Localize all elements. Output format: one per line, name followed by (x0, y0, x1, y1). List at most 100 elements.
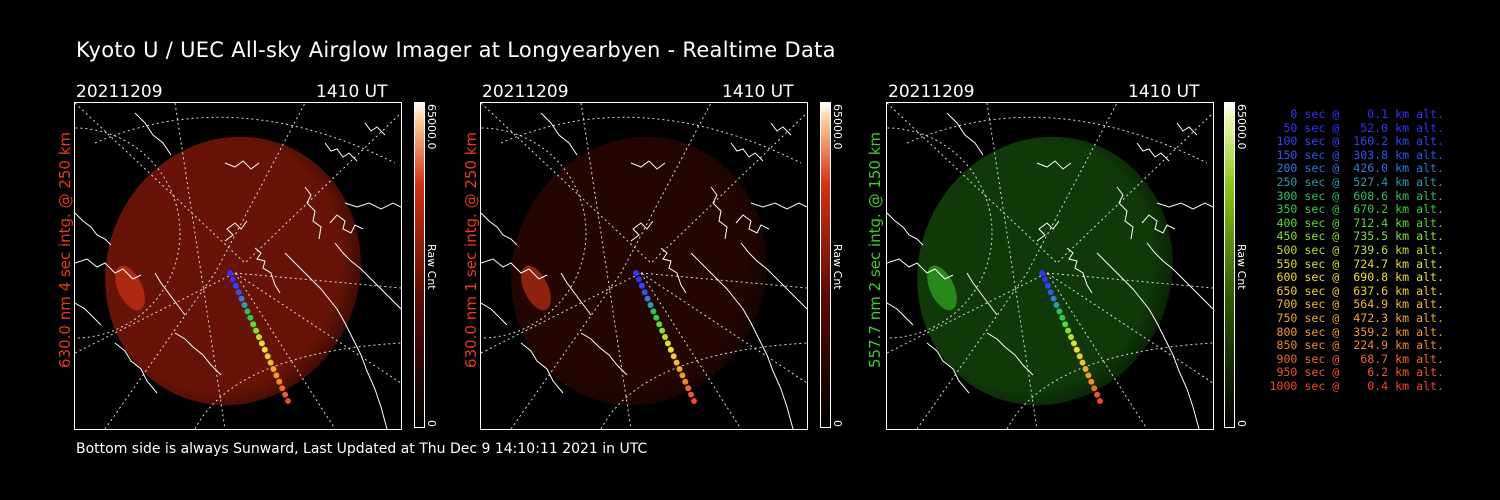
trajectory-point (1070, 340, 1077, 347)
trajectory-point (244, 308, 251, 315)
coastline (887, 112, 1213, 429)
trajectory-point (276, 378, 283, 385)
legend-row: 200 sec @ 426.0 km alt. (1269, 161, 1444, 176)
map-grid (481, 103, 807, 429)
panel-2-map (481, 103, 807, 429)
trajectory-legend: 0 sec @ 0.1 km alt. 50 sec @ 52.0 km alt… (1262, 107, 1444, 393)
trajectory-point (285, 398, 291, 404)
trajectory-point (232, 282, 239, 289)
trajectory-point (1062, 321, 1069, 328)
panel-2-time: 1410 UT (722, 82, 794, 102)
trajectory-point (273, 372, 280, 379)
footer-note: Bottom side is always Sunward, Last Upda… (76, 441, 648, 457)
panel-1-map (75, 103, 401, 429)
legend-row: 700 sec @ 564.9 km alt. (1269, 297, 1444, 312)
panel-1-colorbar-max: 65000.0 (425, 104, 438, 150)
trajectory-point (241, 302, 248, 308)
panel-2-side-label: 630.0 nm 1 sec intg. @ 250 km (462, 131, 480, 368)
trajectory-point (691, 398, 697, 404)
trajectory-point (679, 372, 686, 379)
trajectory-point (1050, 295, 1057, 302)
trajectory-point (1044, 282, 1051, 289)
coastline (75, 112, 401, 429)
trajectory-point (688, 391, 695, 398)
trajectory-point (653, 314, 660, 321)
panel-3-time: 1410 UT (1128, 82, 1200, 102)
trajectory-point (261, 346, 268, 353)
trajectory-point (1056, 308, 1063, 315)
trajectory-point (662, 334, 668, 340)
trajectory-point (256, 334, 262, 340)
trajectory-point (1088, 378, 1095, 385)
map-grid (887, 103, 1213, 429)
legend-row: 900 sec @ 68.7 km alt. (1269, 351, 1444, 366)
trajectory-point (229, 276, 236, 283)
trajectory-point (659, 327, 666, 334)
coastline (481, 112, 807, 429)
trajectory-point (1059, 314, 1066, 321)
trajectory-point (676, 366, 683, 372)
legend-row: 300 sec @ 608.6 km alt. (1269, 188, 1444, 203)
trajectory-point (682, 378, 689, 385)
panel-1-colorbar-min: 0 (425, 420, 438, 427)
panel-1-side-label: 630.0 nm 4 sec intg. @ 250 km (56, 131, 74, 368)
trajectory-point (1082, 366, 1089, 372)
trajectory (1039, 270, 1103, 404)
trajectory-point (1076, 353, 1083, 360)
legend-row: 150 sec @ 303.8 km alt. (1269, 147, 1444, 162)
legend-row: 950 sec @ 6.2 km alt. (1269, 365, 1444, 380)
trajectory (227, 270, 291, 404)
trajectory-point (270, 366, 277, 372)
panel-3-image (886, 102, 1214, 430)
panel-1-time: 1410 UT (316, 82, 388, 102)
trajectory-point (1041, 276, 1048, 283)
trajectory-point (635, 276, 642, 283)
legend-row: 800 sec @ 359.2 km alt. (1269, 324, 1444, 339)
trajectory-point (641, 289, 648, 296)
legend-row: 600 sec @ 690.8 km alt. (1269, 270, 1444, 285)
trajectory-point (673, 359, 680, 366)
legend-row: 100 sec @ 160.2 km alt. (1269, 134, 1444, 149)
trajectory-point (238, 295, 245, 302)
panel-3-map (887, 103, 1213, 429)
page-title: Kyoto U / UEC All-sky Airglow Imager at … (76, 38, 836, 62)
trajectory-point (1097, 398, 1103, 404)
map-grid (75, 103, 401, 429)
legend-row: 250 sec @ 527.4 km alt. (1269, 174, 1444, 189)
trajectory (633, 270, 697, 404)
trajectory-point (253, 327, 260, 334)
trajectory-point (1079, 359, 1086, 366)
panel-3-side-label: 557.7 nm 2 sec intg. @ 150 km (866, 131, 884, 368)
panel-3-colorbar-unit: Raw Cnt (1235, 244, 1248, 290)
panel-2-colorbar-min: 0 (831, 420, 844, 427)
trajectory-point (644, 295, 651, 302)
trajectory-point (267, 359, 274, 366)
trajectory-point (633, 270, 639, 276)
trajectory-point (647, 302, 654, 308)
legend-row: 350 sec @ 670.2 km alt. (1269, 202, 1444, 217)
panel-2-date: 20211209 (482, 82, 569, 102)
panel-1-colorbar-unit: Raw Cnt (425, 244, 438, 290)
panel-1-colorbar (414, 102, 425, 428)
panel-1-date: 20211209 (76, 82, 163, 102)
panel-1-image (74, 102, 402, 430)
legend-row: 750 sec @ 472.3 km alt. (1269, 310, 1444, 325)
trajectory-point (1094, 391, 1101, 398)
trajectory-point (235, 289, 242, 296)
legend-row: 850 sec @ 224.9 km alt. (1269, 338, 1444, 353)
legend-row: 650 sec @ 637.6 km alt. (1269, 283, 1444, 298)
legend-row: 500 sec @ 739.6 km alt. (1269, 242, 1444, 257)
panel-2-image (480, 102, 808, 430)
trajectory-point (664, 340, 671, 347)
panel-3-colorbar (1224, 102, 1235, 428)
legend-row: 50 sec @ 52.0 km alt. (1269, 120, 1444, 135)
legend-row: 1000 sec @ 0.4 km alt. (1269, 378, 1444, 393)
trajectory-point (685, 385, 692, 392)
trajectory-point (650, 308, 657, 315)
legend-row: 450 sec @ 735.5 km alt. (1269, 229, 1444, 244)
trajectory-point (1065, 327, 1072, 334)
legend-row: 550 sec @ 724.7 km alt. (1269, 256, 1444, 271)
panel-3-date: 20211209 (888, 82, 975, 102)
trajectory-point (1091, 385, 1098, 392)
panel-2-colorbar-max: 65000.0 (831, 104, 844, 150)
